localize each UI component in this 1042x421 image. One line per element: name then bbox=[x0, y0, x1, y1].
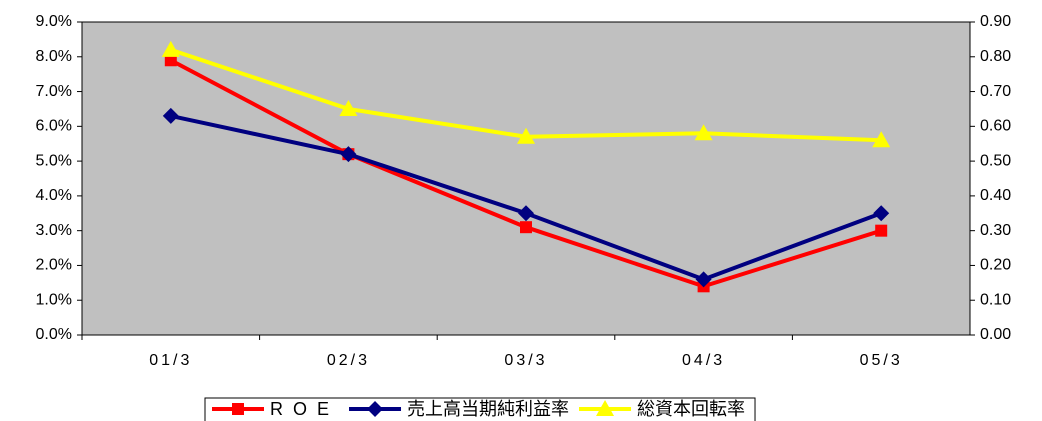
y-tick-label: 3.0% bbox=[36, 222, 72, 239]
data-point bbox=[340, 146, 357, 163]
y-tick-label: 6.0% bbox=[36, 118, 72, 135]
legend: ROE 売上高当期純利益率 総資本回転率 bbox=[204, 397, 756, 421]
data-point bbox=[695, 271, 712, 288]
y2-tick-label: 0.50 bbox=[980, 152, 1011, 169]
y2-tick-label: 0.30 bbox=[980, 222, 1011, 239]
data-point bbox=[875, 224, 888, 237]
y-tick-label: 5.0% bbox=[36, 152, 72, 169]
legend-label: ROE bbox=[270, 399, 339, 419]
data-point bbox=[162, 107, 179, 124]
y-tick-label: 4.0% bbox=[36, 187, 72, 204]
y2-tick-label: 0.00 bbox=[980, 326, 1011, 343]
x-tick-label: 05/3 bbox=[860, 352, 903, 369]
legend-label: 売上高当期純利益率 bbox=[407, 399, 569, 419]
y2-tick-label: 0.80 bbox=[980, 48, 1011, 65]
y2-tick-label: 0.60 bbox=[980, 118, 1011, 135]
plot-area bbox=[81, 21, 971, 336]
y-tick-label: 7.0% bbox=[36, 83, 72, 100]
y-tick-label: 8.0% bbox=[36, 48, 72, 65]
y-tick-label: 2.0% bbox=[36, 257, 72, 274]
data-point bbox=[517, 127, 535, 144]
y2-tick-label: 0.10 bbox=[980, 291, 1011, 308]
y2-tick-label: 0.40 bbox=[980, 187, 1011, 204]
y2-tick-label: 0.90 bbox=[980, 13, 1011, 30]
data-point bbox=[520, 221, 532, 234]
data-point bbox=[694, 124, 713, 141]
legend-marker bbox=[367, 401, 384, 417]
data-point bbox=[872, 131, 891, 148]
y2-tick-label: 0.20 bbox=[980, 257, 1011, 274]
x-tick-label: 03/3 bbox=[504, 352, 547, 369]
y2-tick-label: 0.70 bbox=[980, 83, 1011, 100]
y-tick-label: 0.0% bbox=[36, 326, 72, 343]
legend-label: 総資本回転率 bbox=[637, 399, 745, 419]
y-tick-label: 1.0% bbox=[36, 291, 72, 308]
legend-marker bbox=[232, 403, 244, 415]
x-tick-label: 02/3 bbox=[327, 352, 370, 369]
x-tick-label: 01/3 bbox=[149, 352, 192, 369]
data-point bbox=[339, 99, 358, 116]
data-point bbox=[518, 205, 534, 222]
x-tick-label: 04/3 bbox=[682, 352, 725, 369]
legend-marker bbox=[596, 400, 615, 416]
legend-box bbox=[204, 397, 756, 421]
data-point bbox=[161, 40, 180, 57]
data-point bbox=[164, 54, 177, 67]
data-point bbox=[873, 205, 890, 222]
y-tick-label: 9.0% bbox=[36, 13, 72, 30]
